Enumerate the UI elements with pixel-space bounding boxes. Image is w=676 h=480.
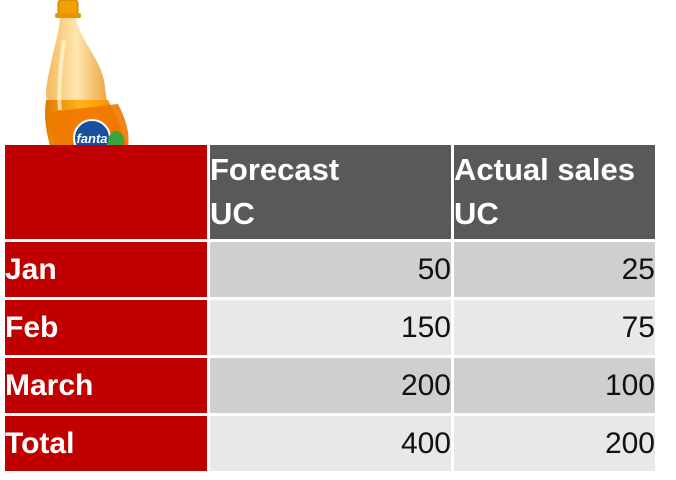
table-row-total: Total 400 200: [5, 416, 655, 471]
sales-forecast-table: Forecast UC Actual sales UC Jan 50 25 Fe…: [2, 142, 658, 474]
actual-value-total: 200: [454, 416, 655, 471]
table-row-feb: Feb 150 75: [5, 300, 655, 355]
forecast-value-march: 200: [210, 358, 451, 413]
row-label-jan: Jan: [5, 242, 207, 297]
forecast-header-line-1: Forecast: [210, 152, 340, 187]
table-row-jan: Jan 50 25: [5, 242, 655, 297]
row-label-total: Total: [5, 416, 207, 471]
actual-value-feb: 75: [454, 300, 655, 355]
actual-value-march: 100: [454, 358, 655, 413]
fanta-logo-text: fanta: [76, 131, 107, 146]
actual-sales-uc-header: Actual sales UC: [454, 145, 655, 239]
actual-header-line-2: UC: [454, 196, 499, 231]
actual-value-jan: 25: [454, 242, 655, 297]
table-row-march: March 200 100: [5, 358, 655, 413]
header-corner-cell: [5, 145, 207, 239]
table-header-row: Forecast UC Actual sales UC: [5, 145, 655, 239]
actual-header-line-1: Actual sales: [454, 152, 635, 187]
forecast-header-line-2: UC: [210, 196, 255, 231]
forecast-value-total: 400: [210, 416, 451, 471]
forecast-value-jan: 50: [210, 242, 451, 297]
row-label-feb: Feb: [5, 300, 207, 355]
row-label-march: March: [5, 358, 207, 413]
forecast-value-feb: 150: [210, 300, 451, 355]
forecast-uc-header: Forecast UC: [210, 145, 451, 239]
